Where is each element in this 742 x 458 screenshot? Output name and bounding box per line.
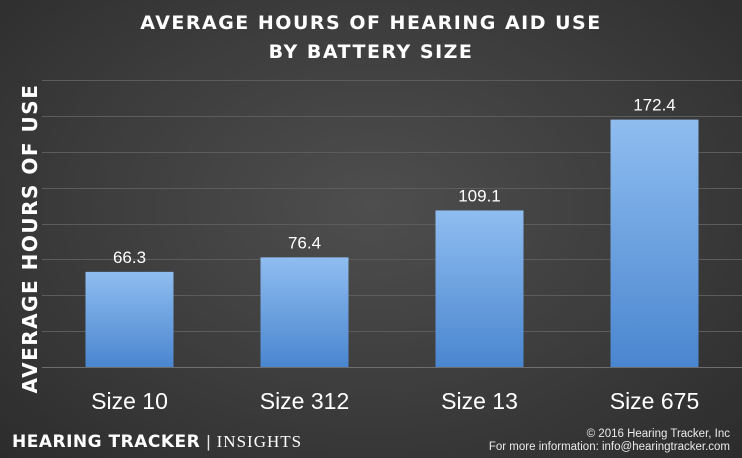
x-tick-label: Size 312 [260, 388, 350, 414]
x-tick-label: Size 13 [441, 388, 518, 414]
data-label: 66.3 [113, 248, 146, 267]
footer-info: © 2016 Hearing Tracker, Inc For more inf… [489, 428, 730, 454]
bar [610, 119, 699, 367]
brand-logo: HEARING TRACKER | INSIGHTS [12, 432, 302, 452]
data-label: 76.4 [288, 233, 321, 252]
x-tick-label: Size 675 [610, 388, 700, 414]
data-label: 172.4 [633, 96, 676, 115]
x-tick-label: Size 10 [91, 388, 168, 414]
bar [260, 257, 349, 367]
data-label: 109.1 [458, 186, 501, 205]
brand-section: INSIGHTS [216, 432, 303, 451]
bar [85, 271, 174, 367]
copyright-text: © 2016 Hearing Tracker, Inc [586, 428, 730, 440]
chart-title: AVERAGE HOURS OF HEARING AID USE [140, 12, 602, 34]
contact-text: For more information: info@hearingtracke… [488, 441, 730, 453]
y-axis-label: AVERAGE HOURS OF USE [18, 83, 42, 394]
bar [435, 210, 524, 367]
brand-separator: | [206, 432, 211, 451]
chart-subtitle: BY BATTERY SIZE [268, 41, 474, 63]
brand-name: HEARING TRACKER [12, 432, 201, 452]
